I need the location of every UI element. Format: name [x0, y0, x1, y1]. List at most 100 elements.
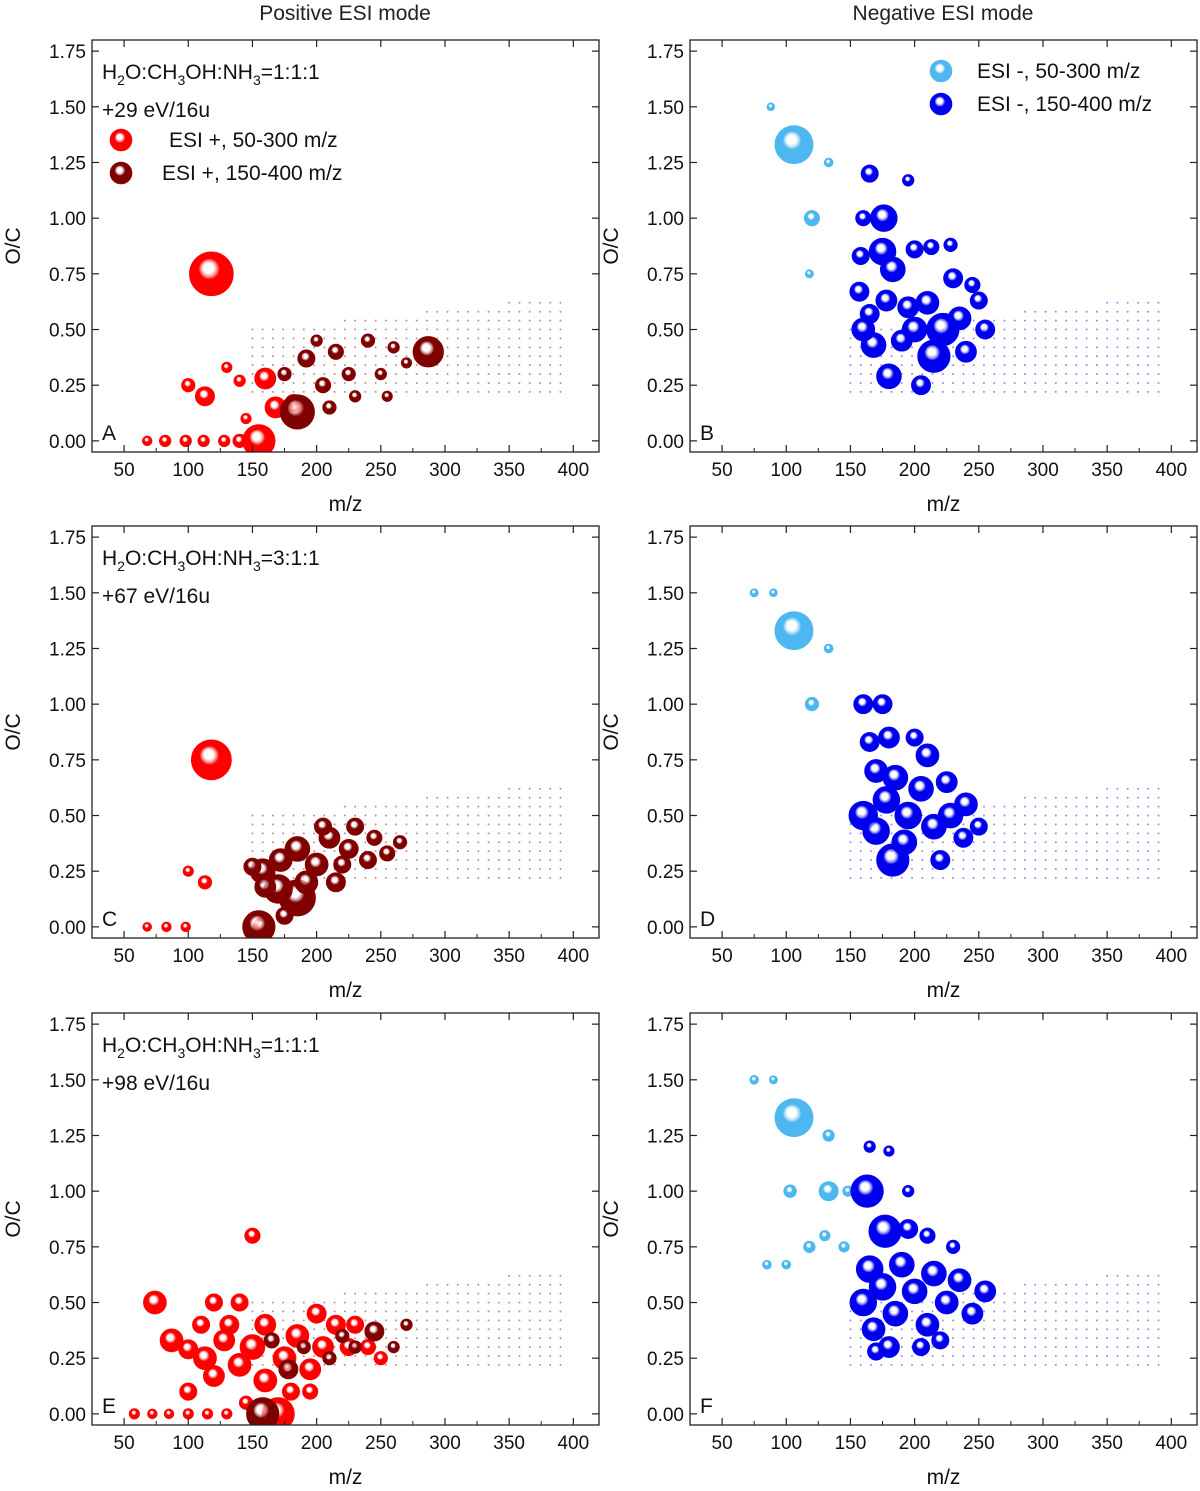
texture-dot	[1024, 814, 1027, 817]
x-tick-label: 400	[557, 1433, 589, 1454]
texture-dot	[859, 859, 862, 862]
texture-dot	[1085, 832, 1088, 835]
texture-dot	[911, 390, 914, 393]
texture-dot	[982, 1363, 985, 1366]
texture-dot	[538, 814, 541, 817]
texture-dot	[426, 823, 429, 826]
texture-dot	[364, 381, 367, 384]
texture-dot	[446, 1363, 449, 1366]
texture-dot	[384, 328, 387, 331]
texture-dot	[1126, 1310, 1129, 1313]
y-tick-label: 0.25	[647, 1349, 684, 1370]
texture-dot	[890, 1328, 893, 1331]
texture-dot	[323, 1328, 326, 1331]
texture-dot	[1044, 1292, 1047, 1295]
panel-c: 50 100 150 200 250 300 350 4000.000.250.500.751…	[2, 525, 600, 1002]
texture-dot	[1065, 1301, 1068, 1304]
data-point	[296, 1339, 311, 1355]
data-point	[803, 1240, 816, 1253]
texture-dot	[456, 1301, 459, 1304]
texture-dot	[374, 867, 377, 870]
texture-dot	[1095, 876, 1098, 879]
texture-dot	[972, 1292, 975, 1295]
texture-dot	[1085, 823, 1088, 826]
texture-dot	[415, 364, 418, 367]
texture-dot	[518, 1328, 521, 1331]
texture-dot	[1085, 1363, 1088, 1366]
texture-dot	[1034, 390, 1037, 393]
texture-dot	[384, 364, 387, 367]
texture-dot	[1075, 337, 1078, 340]
texture-dot	[1106, 1283, 1109, 1286]
texture-dot	[1054, 823, 1057, 826]
texture-dot	[405, 832, 408, 835]
texture-dot	[982, 381, 985, 384]
texture-dot	[251, 823, 254, 826]
x-tick-label: 100	[172, 1433, 204, 1454]
data-point	[254, 875, 277, 898]
texture-dot	[859, 355, 862, 358]
texture-dot	[302, 373, 305, 376]
texture-dot	[436, 867, 439, 870]
texture-dot	[436, 1363, 439, 1366]
texture-dot	[1147, 373, 1150, 376]
data-point	[853, 694, 874, 715]
texture-dot	[374, 1319, 377, 1322]
texture-dot	[1003, 355, 1006, 358]
texture-dot	[364, 841, 367, 844]
texture-dot	[1095, 814, 1098, 817]
data-point	[246, 1397, 280, 1425]
texture-dot	[1136, 373, 1139, 376]
data-point	[969, 291, 988, 310]
energy-label: +98 eV/16u	[102, 1072, 210, 1095]
data-point	[774, 1098, 814, 1138]
texture-dot	[456, 390, 459, 393]
texture-dot	[313, 328, 316, 331]
texture-dot	[1116, 1319, 1119, 1322]
texture-dot	[1054, 310, 1057, 313]
texture-dot	[993, 823, 996, 826]
texture-dot	[1136, 787, 1139, 790]
texture-dot	[395, 805, 398, 808]
texture-dot	[1024, 373, 1027, 376]
texture-dot	[1054, 337, 1057, 340]
texture-dot	[528, 1328, 531, 1331]
texture-dot	[1013, 1319, 1016, 1322]
texture-dot	[292, 814, 295, 817]
texture-dot	[1085, 859, 1088, 862]
texture-dot	[1044, 850, 1047, 853]
data-point	[953, 827, 974, 848]
texture-dot	[1116, 1337, 1119, 1340]
texture-dot	[849, 832, 852, 835]
texture-dot	[1024, 841, 1027, 844]
y-tick-label: 1.75	[49, 1015, 86, 1036]
texture-dot	[1075, 850, 1078, 853]
texture-dot	[1003, 1328, 1006, 1331]
texture-dot	[538, 1319, 541, 1322]
texture-dot	[1013, 355, 1016, 358]
texture-dot	[497, 373, 500, 376]
data-point	[233, 374, 246, 387]
texture-dot	[1034, 876, 1037, 879]
data-point	[859, 303, 880, 324]
texture-dot	[1054, 364, 1057, 367]
texture-dot	[508, 1283, 511, 1286]
texture-dot	[313, 1337, 316, 1340]
texture-dot	[1003, 390, 1006, 393]
x-tick-label: 300	[1027, 1433, 1059, 1454]
data-point	[964, 276, 981, 294]
texture-dot	[313, 1354, 316, 1357]
texture-dot	[1157, 796, 1160, 799]
texture-dot	[1126, 859, 1129, 862]
texture-dot	[395, 390, 398, 393]
texture-dot	[1044, 1283, 1047, 1286]
texture-dot	[890, 1363, 893, 1366]
texture-dot	[1095, 1363, 1098, 1366]
texture-dot	[415, 1337, 418, 1340]
texture-dot	[931, 1346, 934, 1349]
texture-dot	[921, 859, 924, 862]
texture-dot	[1157, 841, 1160, 844]
texture-dot	[364, 823, 367, 826]
texture-dot	[518, 390, 521, 393]
texture-dot	[1013, 876, 1016, 879]
